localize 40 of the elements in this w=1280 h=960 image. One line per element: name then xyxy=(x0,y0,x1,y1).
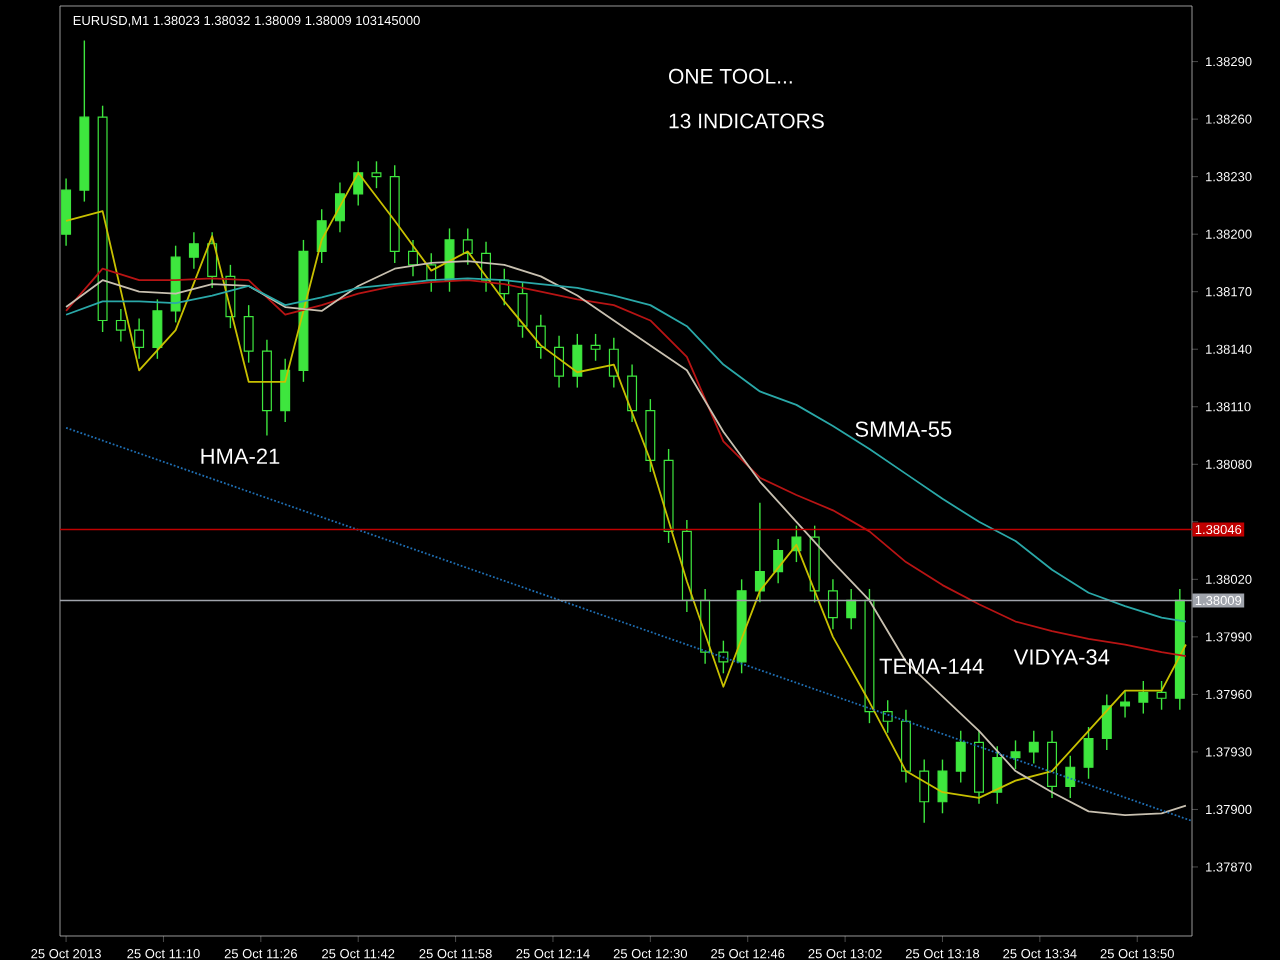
candlestick xyxy=(1156,680,1167,711)
candlestick xyxy=(572,333,583,389)
candlestick xyxy=(754,501,765,604)
annotation: VIDYA-34 xyxy=(1013,649,1110,665)
candlestick xyxy=(554,335,565,389)
annotation: 13 INDICATORS xyxy=(669,113,824,129)
candlestick xyxy=(188,231,199,270)
candlestick xyxy=(882,699,893,734)
candlestick xyxy=(280,358,291,423)
candlestick xyxy=(955,730,966,784)
candlestick xyxy=(1010,739,1021,770)
candlestick xyxy=(1028,730,1039,765)
candlestick xyxy=(1120,689,1131,719)
candlestick xyxy=(992,745,1003,805)
annotation: ONE TOOL... xyxy=(669,68,792,84)
candlestick xyxy=(827,578,838,630)
candlestick xyxy=(115,308,126,343)
candlestick xyxy=(1083,726,1094,780)
candlestick xyxy=(152,298,163,360)
candlestick xyxy=(408,239,418,278)
candlestick xyxy=(243,304,254,364)
candlestick xyxy=(919,758,930,824)
candlestick xyxy=(134,317,145,360)
candlestick xyxy=(1101,693,1112,751)
annotation: SMMA-55 xyxy=(855,421,952,437)
candlestick xyxy=(937,758,948,814)
candlestick xyxy=(207,231,218,289)
candlestick xyxy=(1065,755,1076,799)
candlestick xyxy=(627,363,638,423)
annotation: HMA-21 xyxy=(201,448,280,464)
candlestick xyxy=(535,314,546,360)
candlestick xyxy=(371,160,382,189)
line-series xyxy=(65,260,1187,817)
candlestick xyxy=(590,333,601,362)
candlestick xyxy=(462,227,473,266)
candlestick xyxy=(1138,680,1149,715)
candlestick xyxy=(1047,730,1058,799)
candlestick xyxy=(61,177,72,247)
candlestick xyxy=(846,588,857,630)
candlestick xyxy=(517,281,528,339)
